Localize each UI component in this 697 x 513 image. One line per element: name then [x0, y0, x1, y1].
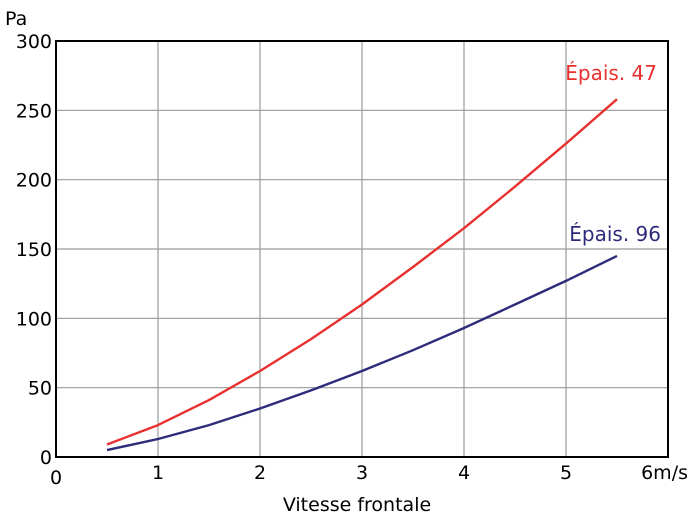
y-tick-labels: 0 50 100 150 200 250 300: [16, 31, 52, 469]
y-tick-label: 250: [16, 100, 52, 122]
series-line: [106, 254, 618, 452]
y-tick-label: 100: [16, 308, 52, 330]
x-tick-labels: 0 1 2 3 4 5 6m/s: [50, 462, 688, 489]
x-tick-label: 5: [560, 462, 572, 484]
x-tick-label: 4: [458, 462, 470, 484]
series-lines: [106, 98, 618, 452]
x-tick-label: 2: [254, 462, 266, 484]
series-labels: Épais. 47 Épais. 96: [565, 61, 661, 246]
y-tick-label: 200: [16, 170, 52, 192]
y-tick-label: 50: [28, 378, 52, 400]
x-tick-label: 3: [356, 462, 368, 484]
x-tick-label: 0: [50, 467, 62, 489]
y-axis-label: Pa: [5, 8, 27, 30]
x-tick-label: 1: [152, 462, 164, 484]
y-tick-label: 300: [16, 31, 52, 53]
y-tick-label: 150: [16, 239, 52, 261]
y-tick-label: 0: [40, 447, 52, 469]
series-label: Épais. 96: [569, 222, 661, 246]
x-axis-label: Vitesse frontale: [283, 494, 431, 513]
plot-frame: [55, 40, 669, 458]
grid: [56, 41, 668, 457]
x-tick-label: 6m/s: [641, 462, 688, 484]
series-label: Épais. 47: [565, 61, 657, 85]
series-line: [106, 98, 618, 446]
